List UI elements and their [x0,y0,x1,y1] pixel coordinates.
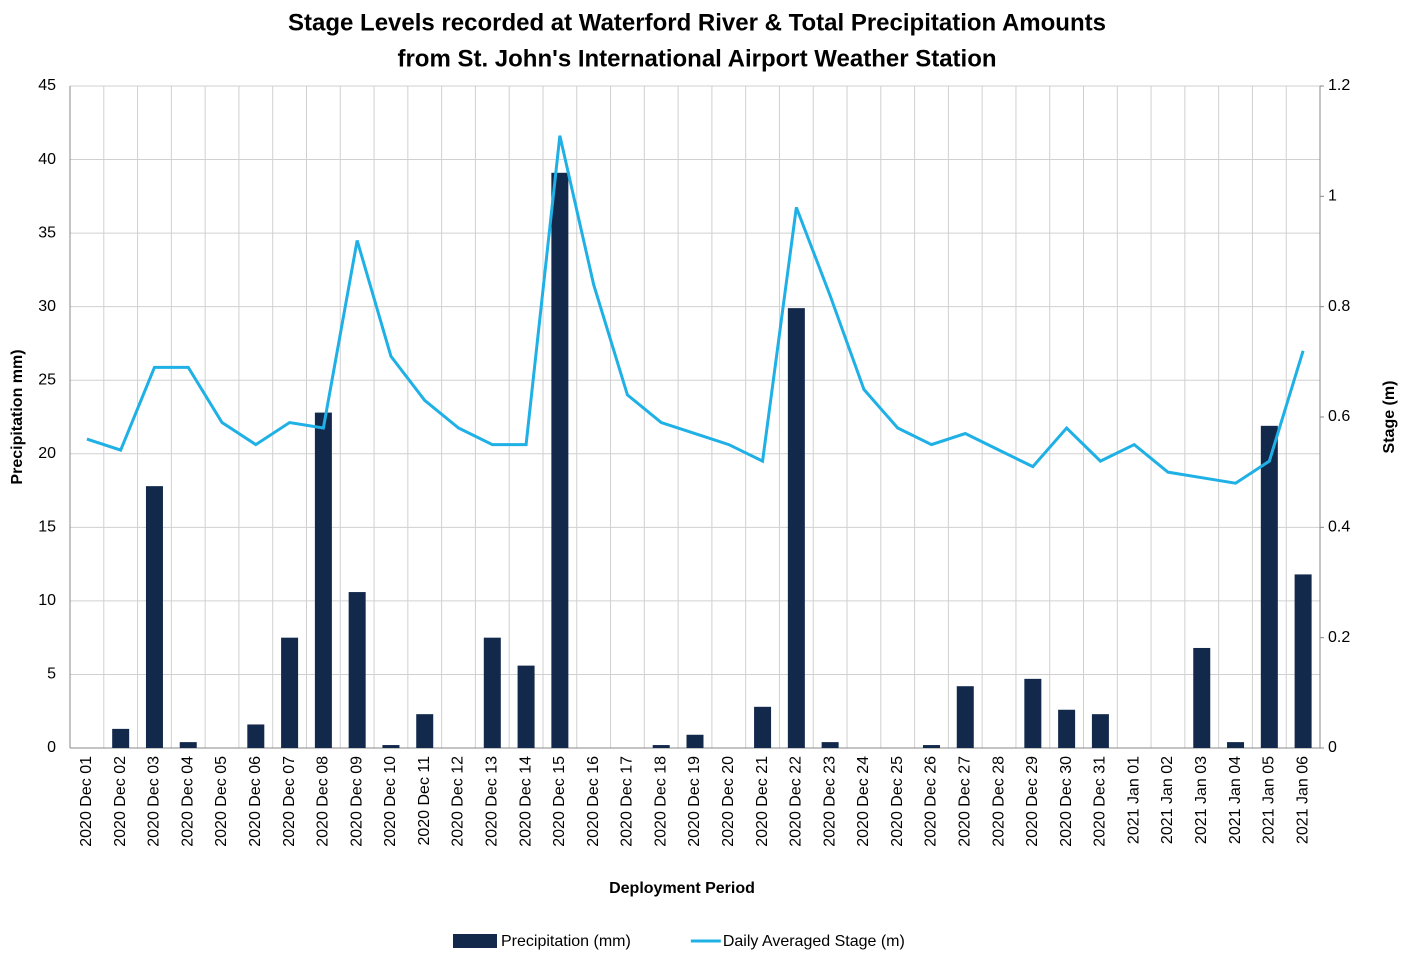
y2-tick-label: 0.6 [1328,408,1350,425]
x-tick-label: 2020 Dec 31 [1092,756,1109,847]
x-tick-label: 2020 Dec 15 [551,756,568,847]
bar [1294,574,1312,748]
x-tick-label: 2020 Dec 05 [213,756,230,847]
x-tick-label: 2021 Jan 04 [1227,756,1244,844]
y-tick-label: 35 [38,224,56,241]
x-tick-label: 2020 Dec 12 [450,756,467,847]
x-tick-label: 2020 Dec 14 [517,756,534,847]
x-tick-label: 2020 Dec 25 [889,756,906,847]
x-tick-label: 2020 Dec 26 [923,756,940,847]
bar [179,742,197,748]
x-tick-label: 2021 Jan 02 [1159,756,1176,844]
y-tick-label: 25 [38,371,56,388]
bar [1091,714,1109,748]
bar [922,745,940,748]
bar [686,734,704,748]
bar [112,728,130,748]
x-tick-label: 2020 Dec 03 [146,756,163,847]
x-tick-label: 2020 Dec 08 [315,756,332,847]
bar [314,412,332,748]
x-tick-label: 2020 Dec 16 [585,756,602,847]
chart-title: Stage Levels recorded at Waterford River… [288,9,1106,36]
x-tick-label: 2020 Dec 17 [619,756,636,847]
bar [1058,709,1076,748]
x-tick-label: 2020 Dec 20 [720,756,737,847]
y-tick-label: 10 [38,592,56,609]
bar [956,686,974,748]
bar [787,308,805,748]
bar [821,742,839,748]
y2-tick-label: 0 [1328,739,1337,756]
x-tick-label: 2020 Dec 21 [754,756,771,847]
bar [247,724,265,748]
bar [145,486,163,748]
bar [281,637,299,748]
x-tick-label: 2021 Jan 06 [1294,756,1311,844]
y2-axis-title: Stage (m) [1381,381,1398,454]
x-tick-label: 2020 Dec 02 [112,756,129,847]
y2-tick-label: 1 [1328,188,1337,205]
bar [1227,742,1245,748]
x-tick-label: 2020 Dec 07 [281,756,298,847]
x-tick-label: 2020 Dec 22 [788,756,805,847]
x-tick-label: 2020 Dec 23 [821,756,838,847]
bar [483,637,501,748]
bar [1193,647,1211,748]
x-tick-label: 2021 Jan 03 [1193,756,1210,844]
x-tick-label: 2020 Dec 29 [1024,756,1041,847]
x-tick-label: 2020 Dec 10 [382,756,399,847]
y-tick-label: 40 [38,151,56,168]
y-tick-label: 15 [38,519,56,536]
bar [1024,678,1042,748]
y2-tick-label: 1.2 [1328,77,1350,94]
bar [754,706,772,748]
bar [416,714,434,748]
x-tick-label: 2020 Dec 09 [348,756,365,847]
y-tick-label: 20 [38,445,56,462]
y-tick-label: 45 [38,77,56,94]
bar [1260,425,1278,748]
legend-label: Precipitation (mm) [501,933,631,950]
legend-label: Daily Averaged Stage (m) [723,933,905,950]
bar [551,172,569,749]
y2-tick-label: 0.2 [1328,629,1350,646]
x-tick-label: 2020 Dec 06 [247,756,264,847]
y-tick-label: 5 [47,666,56,683]
legend-swatch [453,934,497,948]
x-tick-label: 2020 Dec 30 [1058,756,1075,847]
x-tick-label: 2020 Dec 28 [990,756,1007,847]
chart-title: from St. John's International Airport We… [397,45,996,72]
x-tick-label: 2021 Jan 01 [1125,756,1142,844]
y-tick-label: 0 [47,739,56,756]
y2-tick-label: 0.8 [1328,298,1350,315]
x-tick-label: 2020 Dec 19 [686,756,703,847]
x-tick-label: 2020 Dec 04 [179,756,196,847]
y2-tick-label: 0.4 [1328,519,1350,536]
bar [517,665,535,748]
y-tick-label: 30 [38,298,56,315]
bar [348,592,366,748]
x-tick-label: 2020 Dec 01 [78,756,95,847]
x-tick-label: 2020 Dec 13 [484,756,501,847]
y-axis-title: Precipitation mm) [9,349,26,484]
x-tick-label: 2020 Dec 27 [956,756,973,847]
x-tick-label: 2020 Dec 24 [855,756,872,847]
x-tick-label: 2020 Dec 11 [416,756,433,846]
x-tick-label: 2020 Dec 18 [652,756,669,847]
bar [382,745,400,748]
x-axis-title: Deployment Period [609,880,755,897]
x-tick-label: 2021 Jan 05 [1261,756,1278,844]
bar [652,745,670,748]
line [86,135,1305,485]
